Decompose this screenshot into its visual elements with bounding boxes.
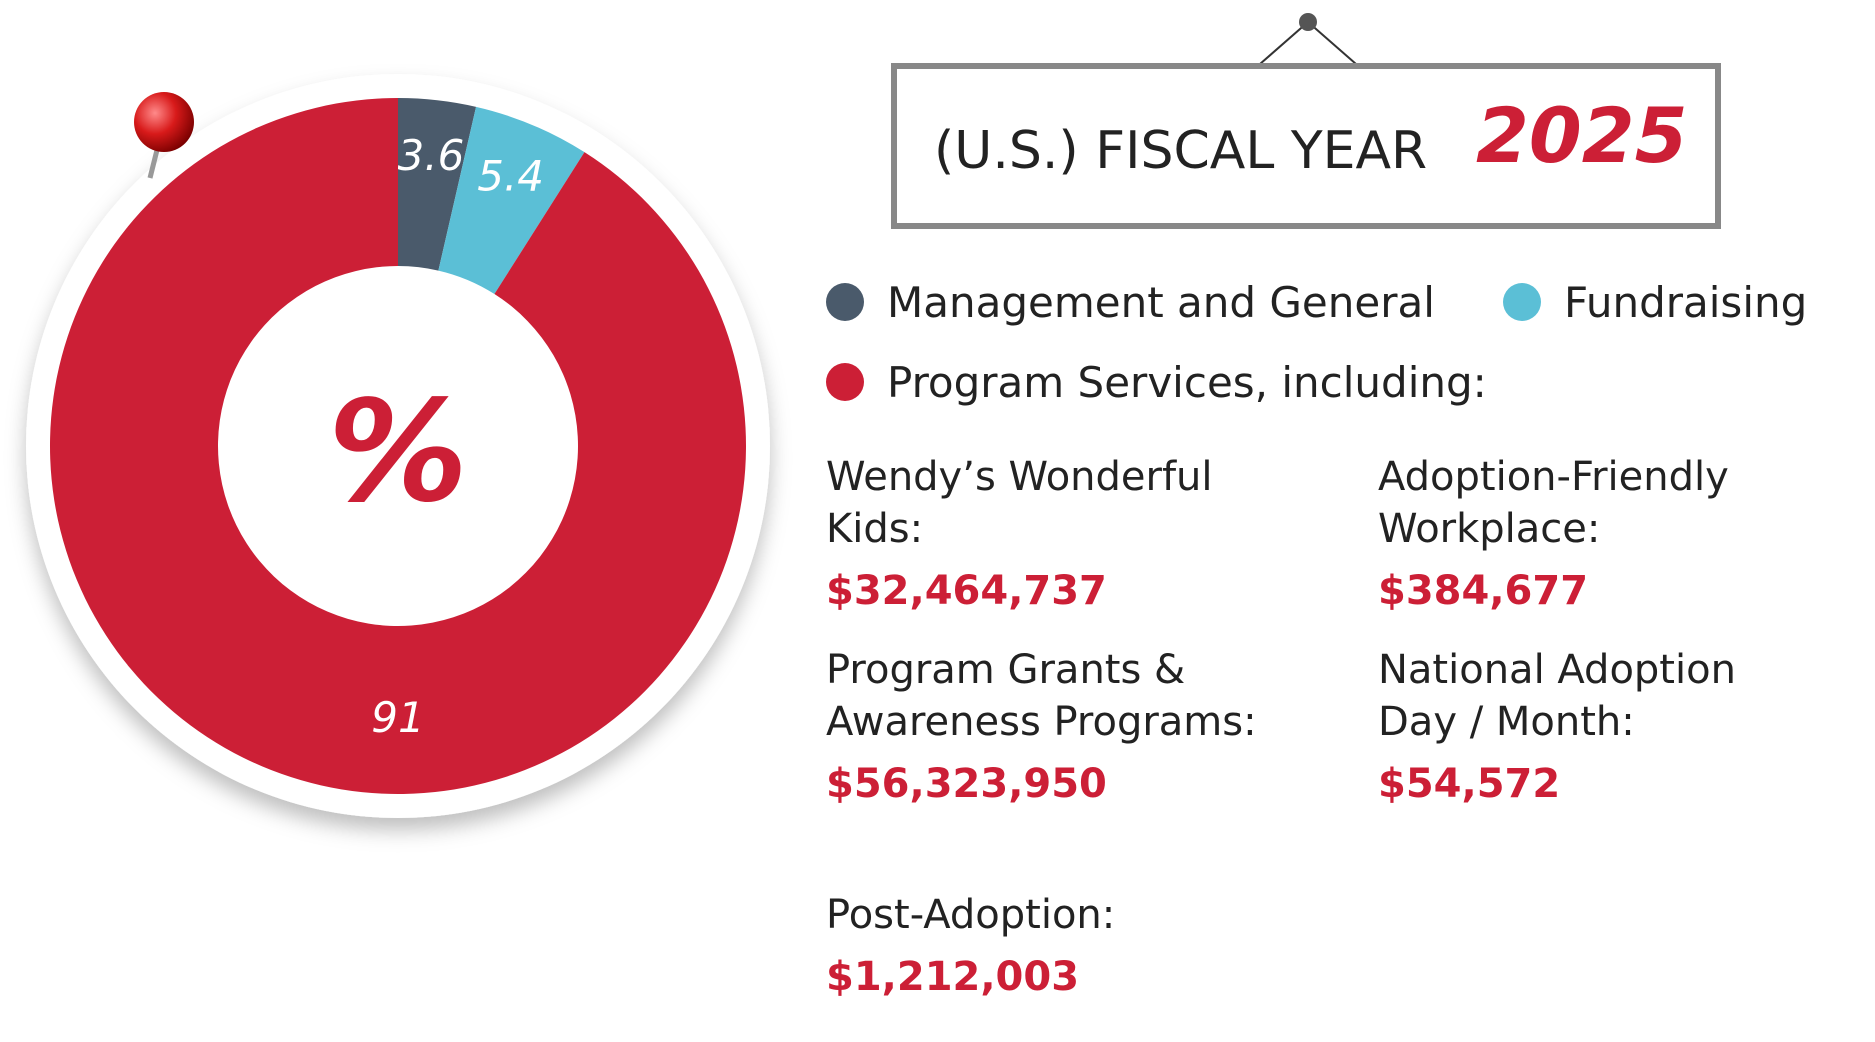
title-board [891, 63, 1721, 229]
title-year: 2025 [1476, 91, 1688, 180]
program-label: Kids: [826, 506, 923, 552]
program-label: Awareness Programs: [826, 699, 1257, 745]
legend-label: Fundraising [1564, 278, 1807, 327]
nail [1299, 13, 1317, 31]
center-label: % [328, 371, 468, 534]
title: (U.S.) FISCAL YEAR [934, 121, 1427, 181]
hanger-wire [1307, 21, 1357, 65]
slice-label: 91 [371, 693, 424, 742]
slice-label: 5.4 [477, 152, 544, 201]
program-amount: $384,677 [1378, 568, 1588, 614]
program-amount: $32,464,737 [826, 568, 1107, 614]
slice [398, 98, 477, 271]
program-label: Program Grants & [826, 647, 1185, 693]
program-label: Wendy’s Wonderful [826, 454, 1213, 500]
legend-label: Program Services, including: [887, 358, 1487, 407]
program-label: National Adoption [1378, 647, 1736, 693]
donut: 3.6 5.4 91 [49, 98, 747, 794]
pushpin [134, 92, 194, 152]
program-label: Post-Adoption: [826, 892, 1115, 938]
slice [49, 98, 747, 794]
program-breakdown: Wendy’s Wonderful Kids: $32,464,737 Adoptio… [826, 454, 1736, 1000]
hanger-wire [1259, 21, 1309, 65]
legend-swatch [826, 363, 864, 401]
program-amount: $1,212,003 [826, 954, 1079, 1000]
program-amount: $56,323,950 [826, 761, 1107, 807]
program-label: Day / Month: [1378, 699, 1635, 745]
program-amount: $54,572 [1378, 761, 1560, 807]
legend-swatch [1503, 283, 1541, 321]
legend-swatch [826, 283, 864, 321]
slice [438, 106, 585, 295]
program-label: Adoption-Friendly [1378, 454, 1729, 500]
slice-label: 3.6 [398, 131, 465, 180]
legend-label: Management and General [887, 278, 1435, 327]
program-label: Workplace: [1378, 506, 1600, 552]
legend: Management and General Fundraising Program… [826, 278, 1807, 407]
